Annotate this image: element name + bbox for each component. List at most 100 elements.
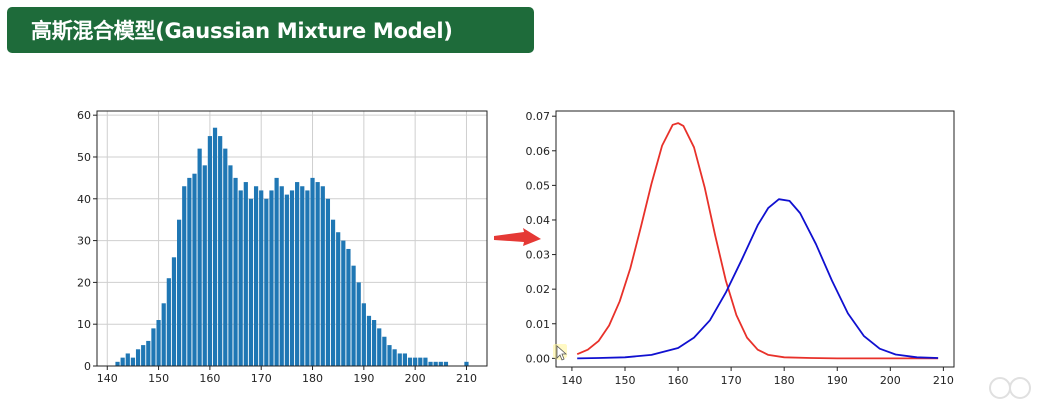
histogram-bar <box>151 328 156 366</box>
x-tick-label: 150 <box>148 372 169 385</box>
y-tick-label: 0.05 <box>526 179 551 192</box>
x-tick-label: 140 <box>561 374 582 387</box>
y-tick-label: 0.06 <box>526 145 551 158</box>
x-tick-label: 160 <box>199 372 220 385</box>
histogram-bar <box>264 198 269 366</box>
histogram-bar <box>377 328 382 366</box>
x-tick-label: 140 <box>97 372 118 385</box>
histogram-bar <box>361 303 366 366</box>
histogram-bar <box>187 177 192 366</box>
histogram-bar <box>443 361 449 366</box>
histogram-bar <box>372 320 377 366</box>
x-tick-label: 200 <box>880 374 901 387</box>
histogram-bar <box>330 219 336 366</box>
histogram-bar <box>146 340 151 366</box>
histogram-bar <box>356 282 361 366</box>
y-tick-label: 0.03 <box>526 249 551 262</box>
histogram-bar <box>300 186 305 366</box>
y-tick-label: 60 <box>77 109 91 122</box>
y-tick-label: 0.07 <box>526 110 551 123</box>
histogram-bar <box>228 165 233 366</box>
histogram-bar <box>392 349 397 366</box>
curves-frame <box>555 110 955 368</box>
histogram-bar <box>402 353 407 366</box>
x-tick-label: 180 <box>302 372 323 385</box>
histogram-bar <box>428 361 433 366</box>
y-tick-label: 10 <box>77 318 91 331</box>
x-tick-label: 150 <box>614 374 635 387</box>
histogram-bar <box>192 173 197 366</box>
series-line-1 <box>576 122 939 360</box>
slide-title: 高斯混合模型(Gaussian Mixture Model) <box>31 19 453 43</box>
histogram-bar <box>197 148 202 366</box>
histogram-bar <box>341 240 346 366</box>
x-tick-label: 190 <box>827 374 848 387</box>
histogram-bar <box>413 357 418 366</box>
histogram-bar <box>382 336 387 366</box>
histogram-bar <box>269 190 274 366</box>
histogram-bar <box>336 232 341 366</box>
x-tick-label: 200 <box>405 372 426 385</box>
watermark-logo-icon <box>989 377 1031 399</box>
histogram-bar <box>243 182 248 366</box>
y-tick-label: 0.00 <box>526 352 551 365</box>
histogram-bar <box>346 248 351 366</box>
y-tick-label: 30 <box>77 235 91 248</box>
histogram-bar <box>125 353 130 366</box>
histogram-bar <box>161 303 166 366</box>
histogram-bar <box>295 182 300 366</box>
histogram-bar <box>397 353 402 366</box>
histogram-bar <box>253 186 259 366</box>
histogram-bar <box>366 315 372 366</box>
histogram-bar <box>233 177 238 366</box>
histogram-bar <box>182 186 187 366</box>
x-tick-label: 190 <box>353 372 374 385</box>
histogram-bar <box>238 190 243 366</box>
x-tick-label: 210 <box>456 372 477 385</box>
histogram-bar <box>305 190 310 366</box>
histogram-bar <box>166 278 171 366</box>
histogram-bar <box>207 136 212 366</box>
histogram-bar <box>325 198 331 366</box>
histogram-frame <box>96 110 488 367</box>
histogram-bar <box>259 190 264 366</box>
x-tick-label: 180 <box>774 374 795 387</box>
histogram-bar <box>407 357 413 366</box>
histogram-bar <box>248 198 254 366</box>
histogram-bar <box>115 361 120 366</box>
slide-title-banner: 高斯混合模型(Gaussian Mixture Model) <box>7 7 534 53</box>
histogram-bar <box>433 361 438 366</box>
histogram-bar <box>423 357 428 366</box>
y-tick-label: 0.04 <box>526 214 551 227</box>
histogram-bar <box>171 257 177 366</box>
histogram-bar <box>279 186 284 366</box>
x-tick-label: 210 <box>933 374 954 387</box>
histogram-bar <box>218 136 223 366</box>
x-tick-label: 160 <box>668 374 689 387</box>
histogram-bar <box>284 194 289 366</box>
histogram-bar <box>120 357 125 366</box>
histogram-bar <box>156 320 161 366</box>
histogram-bar <box>438 361 443 366</box>
y-tick-label: 0.02 <box>526 283 551 296</box>
histogram-bar <box>351 265 356 366</box>
y-tick-label: 0 <box>84 360 91 373</box>
x-tick-label: 170 <box>251 372 272 385</box>
y-tick-label: 0.01 <box>526 318 551 331</box>
histogram-bar <box>130 357 136 366</box>
histogram-bar <box>212 127 218 366</box>
mouse-pointer-icon <box>553 344 567 361</box>
histogram-bar <box>464 361 469 366</box>
series-line-2 <box>577 198 939 360</box>
x-tick-label: 170 <box>721 374 742 387</box>
y-tick-label: 50 <box>77 151 91 164</box>
histogram-bar <box>289 190 295 366</box>
histogram-bar <box>320 186 325 366</box>
y-tick-label: 40 <box>77 193 91 206</box>
histogram-bar <box>418 357 423 366</box>
histogram-bar <box>177 219 182 366</box>
